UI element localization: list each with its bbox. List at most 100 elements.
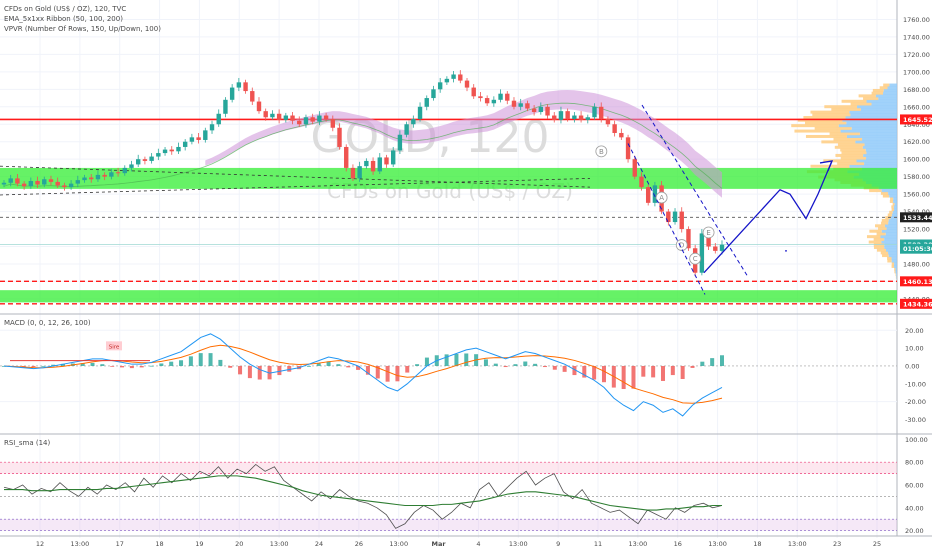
candle-body bbox=[558, 111, 564, 120]
macd-tick-label: -30.00 bbox=[905, 416, 926, 424]
price-tick-label: 1660.00 bbox=[903, 103, 930, 111]
candle-body bbox=[458, 74, 463, 81]
wave-circle bbox=[689, 252, 702, 265]
vp-bar-up bbox=[883, 88, 897, 92]
macd-histogram-bar bbox=[424, 357, 429, 366]
vp-bar-down bbox=[829, 132, 860, 136]
macd-histogram-bar bbox=[680, 365, 685, 379]
candle-body bbox=[572, 115, 577, 120]
candle-body bbox=[377, 157, 382, 172]
candle-body bbox=[236, 82, 242, 88]
vp-bar-down bbox=[797, 118, 843, 122]
candle-body bbox=[699, 233, 705, 273]
time-axis[interactable]: 12 13:00 17 18 19 20 13:00 24 26 13:00 Mar 4 13:00 9 1… bbox=[36, 540, 881, 548]
rsi-pane bbox=[0, 461, 897, 531]
macd-histogram-bar bbox=[257, 365, 262, 380]
time-tick-label: 13:00 bbox=[389, 540, 408, 548]
price-tick-label: 1760.00 bbox=[903, 16, 930, 24]
vp-bar-up bbox=[881, 229, 897, 233]
macd-histogram-bar bbox=[690, 365, 695, 368]
price-label-box bbox=[900, 243, 932, 254]
price-axis[interactable]: 1760.00 1740.00 1720.00 1700.00 1680.00 1660.… bbox=[900, 16, 932, 535]
time-tick-label: 18 bbox=[753, 540, 761, 548]
macd-histogram-bar bbox=[533, 363, 538, 366]
macd-histogram-bar bbox=[100, 364, 105, 366]
trend-dashed-line bbox=[0, 177, 591, 196]
candle-body bbox=[129, 164, 134, 168]
macd-histogram-bar bbox=[198, 353, 203, 366]
vp-bar-up bbox=[886, 227, 897, 231]
vp-bar-down bbox=[791, 124, 839, 128]
vp-bar-up bbox=[883, 91, 897, 95]
candle-body bbox=[149, 156, 154, 161]
time-tick-label: 13:00 bbox=[509, 540, 528, 548]
vp-bar-up bbox=[892, 210, 897, 214]
macd-histogram-bar bbox=[218, 359, 223, 366]
vp-bar-up bbox=[891, 259, 897, 263]
vp-bar-down bbox=[810, 110, 850, 114]
projection-dot bbox=[785, 249, 787, 252]
vp-bar-down bbox=[880, 251, 889, 255]
price-tick-label: 1700.00 bbox=[903, 68, 930, 76]
legend-vpvr[interactable]: VPVR (Number Of Rows, 150, Up/Down, 100) bbox=[4, 25, 161, 33]
price-tick-label: 1540.00 bbox=[903, 208, 930, 216]
macd-histogram-bar bbox=[31, 365, 36, 368]
macd-histogram-bar bbox=[552, 365, 557, 370]
macd-histogram-bar bbox=[641, 365, 646, 377]
time-tick-label: 13:00 bbox=[708, 540, 727, 548]
macd-histogram-bar bbox=[405, 365, 410, 373]
vp-bar-down bbox=[890, 197, 894, 201]
candle-body bbox=[390, 150, 396, 165]
legend-rsi-label[interactable]: RSI_sma (14) bbox=[4, 439, 51, 447]
candle-body bbox=[632, 159, 637, 177]
legend-symbol[interactable]: CFDs on Gold (US$ / OZ), 120, TVC bbox=[4, 5, 127, 13]
candle-body bbox=[364, 160, 369, 167]
vp-bar-up bbox=[888, 251, 897, 255]
vp-bar-up bbox=[838, 124, 897, 128]
price-label-text: 1434.36 bbox=[903, 300, 932, 308]
vp-bar-down bbox=[805, 134, 847, 138]
candle-body bbox=[337, 127, 342, 147]
vp-bar-down bbox=[824, 105, 858, 109]
vp-bar-up bbox=[859, 132, 897, 136]
candle-body bbox=[599, 106, 604, 120]
vp-bar-down bbox=[894, 267, 896, 271]
vp-bar-up bbox=[894, 262, 897, 266]
macd-histogram-bar bbox=[503, 365, 508, 368]
rsi-sma-line bbox=[4, 475, 722, 511]
wave-annotations[interactable]: A B C D E bbox=[595, 104, 834, 295]
candle-body bbox=[317, 115, 322, 122]
legend-ema[interactable]: EMA_5x1xx Ribbon (50, 100, 200) bbox=[4, 15, 123, 23]
candle-body bbox=[370, 160, 376, 172]
vp-bar-down bbox=[863, 97, 879, 101]
macd-histogram-bar bbox=[670, 365, 675, 376]
vp-bar-down bbox=[833, 137, 863, 141]
vp-bar-down bbox=[879, 86, 888, 90]
price-label-box bbox=[900, 276, 932, 287]
vp-bar-up bbox=[881, 240, 897, 244]
vp-bar-down bbox=[803, 116, 846, 120]
candle-body bbox=[511, 100, 517, 107]
vp-bar-down bbox=[850, 102, 872, 106]
vp-bar-down bbox=[889, 210, 893, 214]
price-label-text: 1645.52 bbox=[903, 116, 932, 124]
price-label-text: 1533.44 bbox=[903, 214, 932, 222]
vp-bar-down bbox=[882, 254, 889, 258]
time-tick-label: 13:00 bbox=[70, 540, 89, 548]
macd-pane: Sire bbox=[0, 329, 897, 417]
price-tick-label: 1680.00 bbox=[903, 86, 930, 94]
vp-bar-up bbox=[893, 205, 897, 209]
candle-body bbox=[136, 159, 141, 165]
legend-macd-label[interactable]: MACD (0, 0, 12, 26, 100) bbox=[4, 319, 91, 327]
macd-histogram-bar bbox=[454, 354, 459, 366]
macd-histogram-bar bbox=[710, 358, 715, 366]
time-tick-label: 13:00 bbox=[788, 540, 807, 548]
candle-body bbox=[102, 174, 107, 177]
candle-body bbox=[578, 115, 584, 120]
candle-body bbox=[505, 93, 510, 101]
macd-histogram-bar bbox=[542, 365, 547, 368]
candle-body bbox=[444, 78, 450, 83]
candle-body bbox=[1, 182, 7, 185]
macd-histogram-bar bbox=[80, 363, 85, 366]
